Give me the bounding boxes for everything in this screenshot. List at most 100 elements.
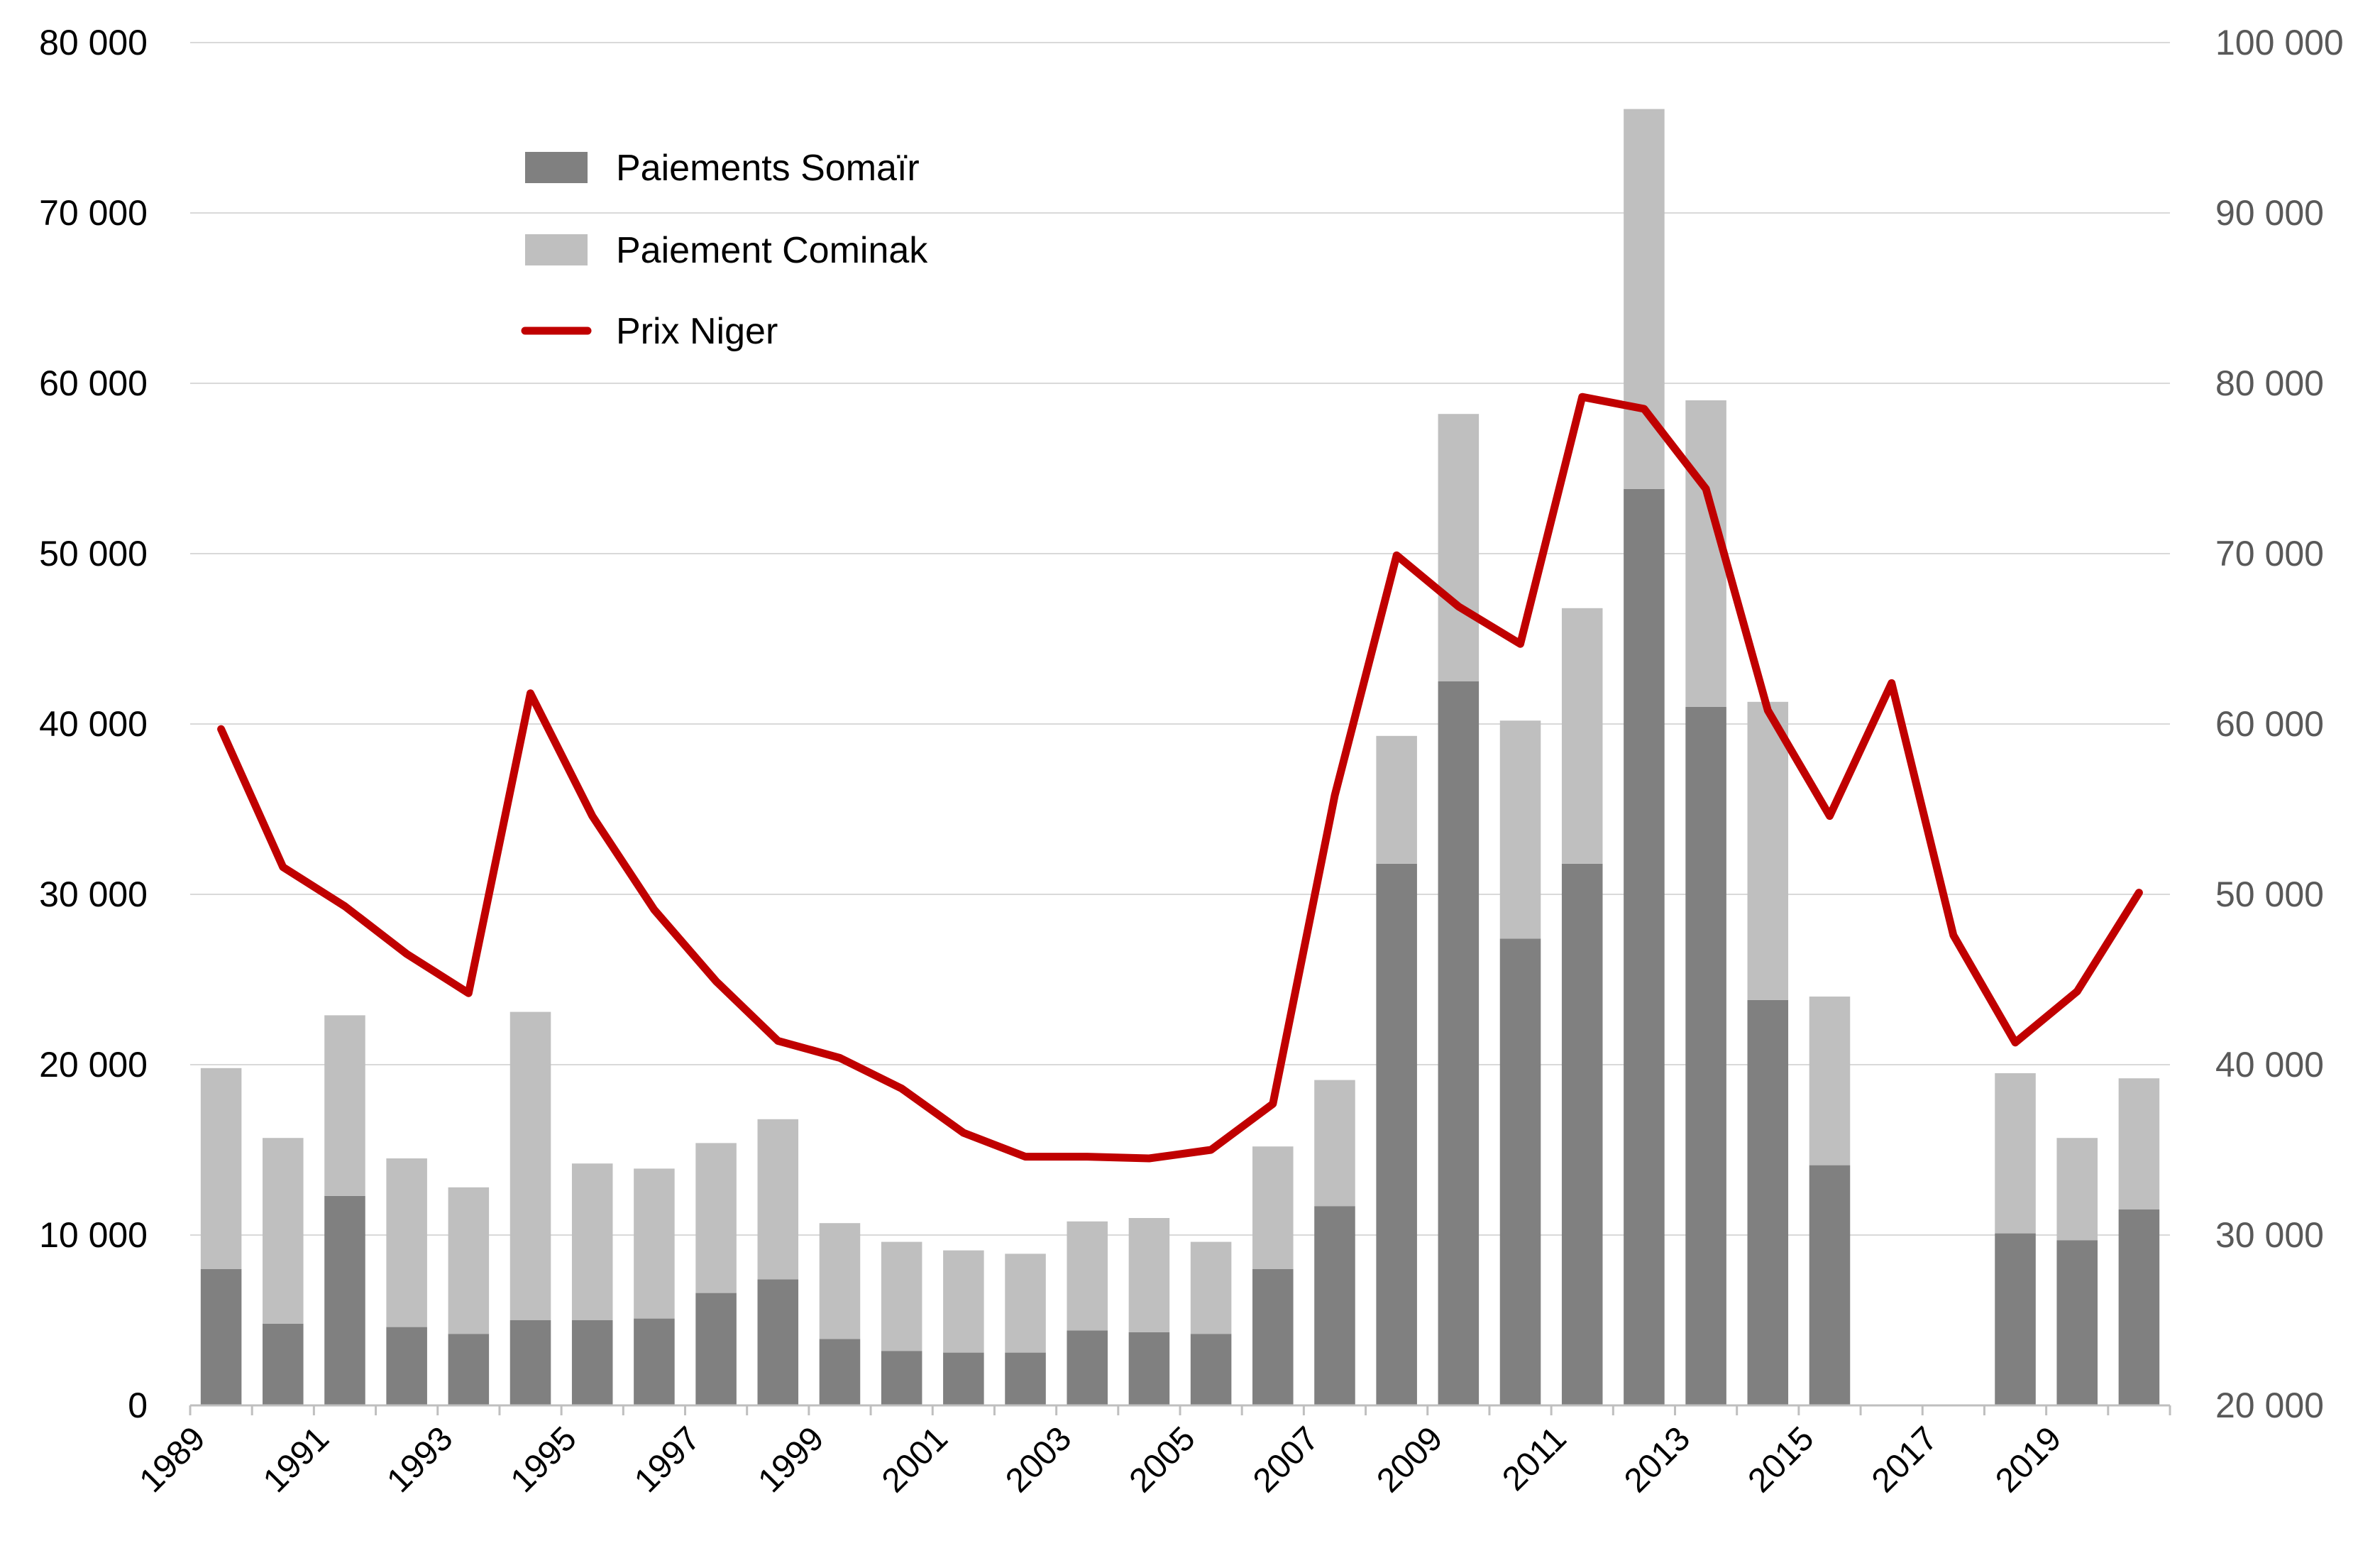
left-tick-label: 80 000 [39, 23, 148, 62]
bar-cominak [324, 1015, 365, 1196]
x-tick-label: 1995 [504, 1420, 584, 1500]
left-tick-label: 70 000 [39, 193, 148, 233]
x-tick-label: 2017 [1865, 1420, 1945, 1500]
bar-somair [1624, 488, 1665, 1405]
bar-cominak [1499, 720, 1541, 939]
bar-cominak [2056, 1138, 2098, 1241]
bar-cominak [1067, 1221, 1108, 1331]
legend-swatch-somair [525, 152, 588, 183]
bar-cominak [448, 1187, 490, 1334]
bar-somair [819, 1339, 861, 1405]
right-tick-label: 100 000 [2215, 23, 2344, 62]
x-tick-label: 1997 [627, 1420, 707, 1500]
bar-cominak [509, 1011, 551, 1320]
bar-somair [1809, 1165, 1851, 1405]
right-tick-label: 80 000 [2215, 363, 2324, 403]
bar-somair [1005, 1352, 1046, 1405]
bar-somair [386, 1327, 427, 1405]
x-tick-label: 2011 [1495, 1420, 1573, 1498]
bar-somair [1561, 863, 1603, 1405]
bar-cominak [1252, 1146, 1294, 1269]
bar-cominak [1005, 1253, 1046, 1353]
bar-somair [757, 1279, 799, 1405]
bar-cominak [634, 1168, 675, 1319]
bar-cominak [1376, 735, 1417, 864]
bar-somair [571, 1320, 613, 1405]
left-tick-label: 30 000 [39, 874, 148, 914]
bar-somair [1685, 707, 1726, 1405]
right-tick-label: 90 000 [2215, 193, 2324, 233]
bar-somair [695, 1293, 737, 1405]
left-tick-label: 0 [128, 1386, 148, 1425]
left-tick-label: 10 000 [39, 1215, 148, 1255]
right-tick-label: 20 000 [2215, 1386, 2324, 1425]
bar-cominak [943, 1250, 984, 1353]
legend-label: Prix Niger [616, 311, 778, 352]
bar-somair [1438, 681, 1480, 1405]
bar-somair [1190, 1334, 1232, 1405]
right-tick-label: 30 000 [2215, 1215, 2324, 1255]
bar-cominak [1438, 414, 1480, 681]
bar-somair [263, 1323, 304, 1405]
right-tick-label: 70 000 [2215, 534, 2324, 574]
left-tick-label: 60 000 [39, 363, 148, 403]
legend-label: Paiements Somaïr [616, 148, 920, 189]
bar-somair [634, 1318, 675, 1405]
bar-cominak [819, 1223, 861, 1339]
x-tick-label: 1989 [133, 1420, 213, 1500]
bar-somair [2118, 1209, 2160, 1405]
right-tick-label: 50 000 [2215, 874, 2324, 914]
bar-somair [943, 1352, 984, 1405]
bar-cominak [757, 1119, 799, 1280]
bar-cominak [200, 1068, 242, 1269]
bar-somair [1128, 1332, 1170, 1405]
x-tick-label: 1993 [380, 1420, 460, 1500]
bar-somair [1499, 938, 1541, 1405]
legend-swatch-cominak [525, 234, 588, 265]
bar-somair [1252, 1269, 1294, 1405]
bar-somair [1314, 1206, 1355, 1405]
price-line [217, 393, 2143, 1163]
bar-cominak [1314, 1080, 1355, 1207]
bar-cominak [1685, 400, 1726, 707]
prix-niger-line [217, 393, 2143, 1163]
x-tick-label: 2001 [875, 1420, 955, 1500]
x-tick-label: 2019 [1988, 1420, 2068, 1500]
x-tick-label: 2015 [1741, 1420, 1822, 1500]
right-tick-label: 40 000 [2215, 1045, 2324, 1085]
legend-label: Paiement Cominak [616, 230, 928, 271]
left-tick-label: 40 000 [39, 704, 148, 744]
bar-somair [1067, 1330, 1108, 1405]
x-tick-label: 2009 [1370, 1420, 1450, 1500]
bar-somair [1995, 1233, 2036, 1405]
legend: Paiements Somaïr Paiement Cominak Prix Nig… [521, 148, 928, 352]
bar-cominak [1190, 1241, 1232, 1334]
right-tick-label: 60 000 [2215, 704, 2324, 744]
bar-cominak [881, 1241, 922, 1351]
x-tick-label: 2005 [1123, 1420, 1203, 1500]
bar-somair [1747, 999, 1789, 1405]
bar-somair [881, 1351, 922, 1405]
bar-cominak [2118, 1078, 2160, 1209]
bar-cominak [386, 1158, 427, 1327]
gridlines [190, 42, 2170, 1236]
bar-cominak [1995, 1073, 2036, 1234]
bar-cominak [695, 1143, 737, 1293]
bar-cominak [571, 1163, 613, 1320]
bar-somair [324, 1195, 365, 1405]
left-tick-label: 50 000 [39, 534, 148, 574]
x-tick-label: 1999 [751, 1420, 832, 1500]
bar-somair [448, 1334, 490, 1405]
bar-cominak [263, 1138, 304, 1324]
x-tick-label: 2007 [1246, 1420, 1326, 1500]
bar-somair [509, 1320, 551, 1405]
bar-somair [1376, 863, 1417, 1405]
bar-cominak [1747, 701, 1789, 1000]
x-tick-label: 1991 [256, 1420, 336, 1500]
bar-cominak [1561, 608, 1603, 864]
bar-somair [200, 1269, 242, 1405]
bar-somair [2056, 1240, 2098, 1405]
bar-cominak [1128, 1218, 1170, 1332]
